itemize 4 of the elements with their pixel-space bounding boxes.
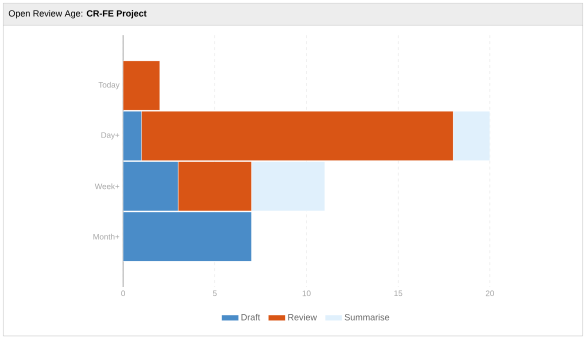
chart-title: Open Review Age: CR-FE Project	[8, 10, 147, 18]
legend-label: Draft	[242, 314, 260, 320]
legend-label: Summarise	[344, 314, 390, 320]
legend-label: Review	[288, 314, 317, 320]
